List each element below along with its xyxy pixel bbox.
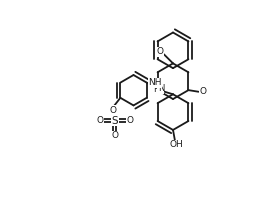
Text: O: O (126, 116, 134, 125)
Text: O: O (96, 116, 103, 125)
Text: S: S (112, 116, 118, 126)
Text: H: H (154, 85, 160, 94)
Text: O: O (111, 131, 118, 140)
Text: O: O (110, 106, 117, 115)
Text: O: O (157, 47, 164, 56)
Text: NH: NH (148, 79, 162, 88)
Text: O: O (199, 87, 206, 96)
Text: OH: OH (169, 140, 183, 149)
Text: N: N (158, 84, 164, 93)
